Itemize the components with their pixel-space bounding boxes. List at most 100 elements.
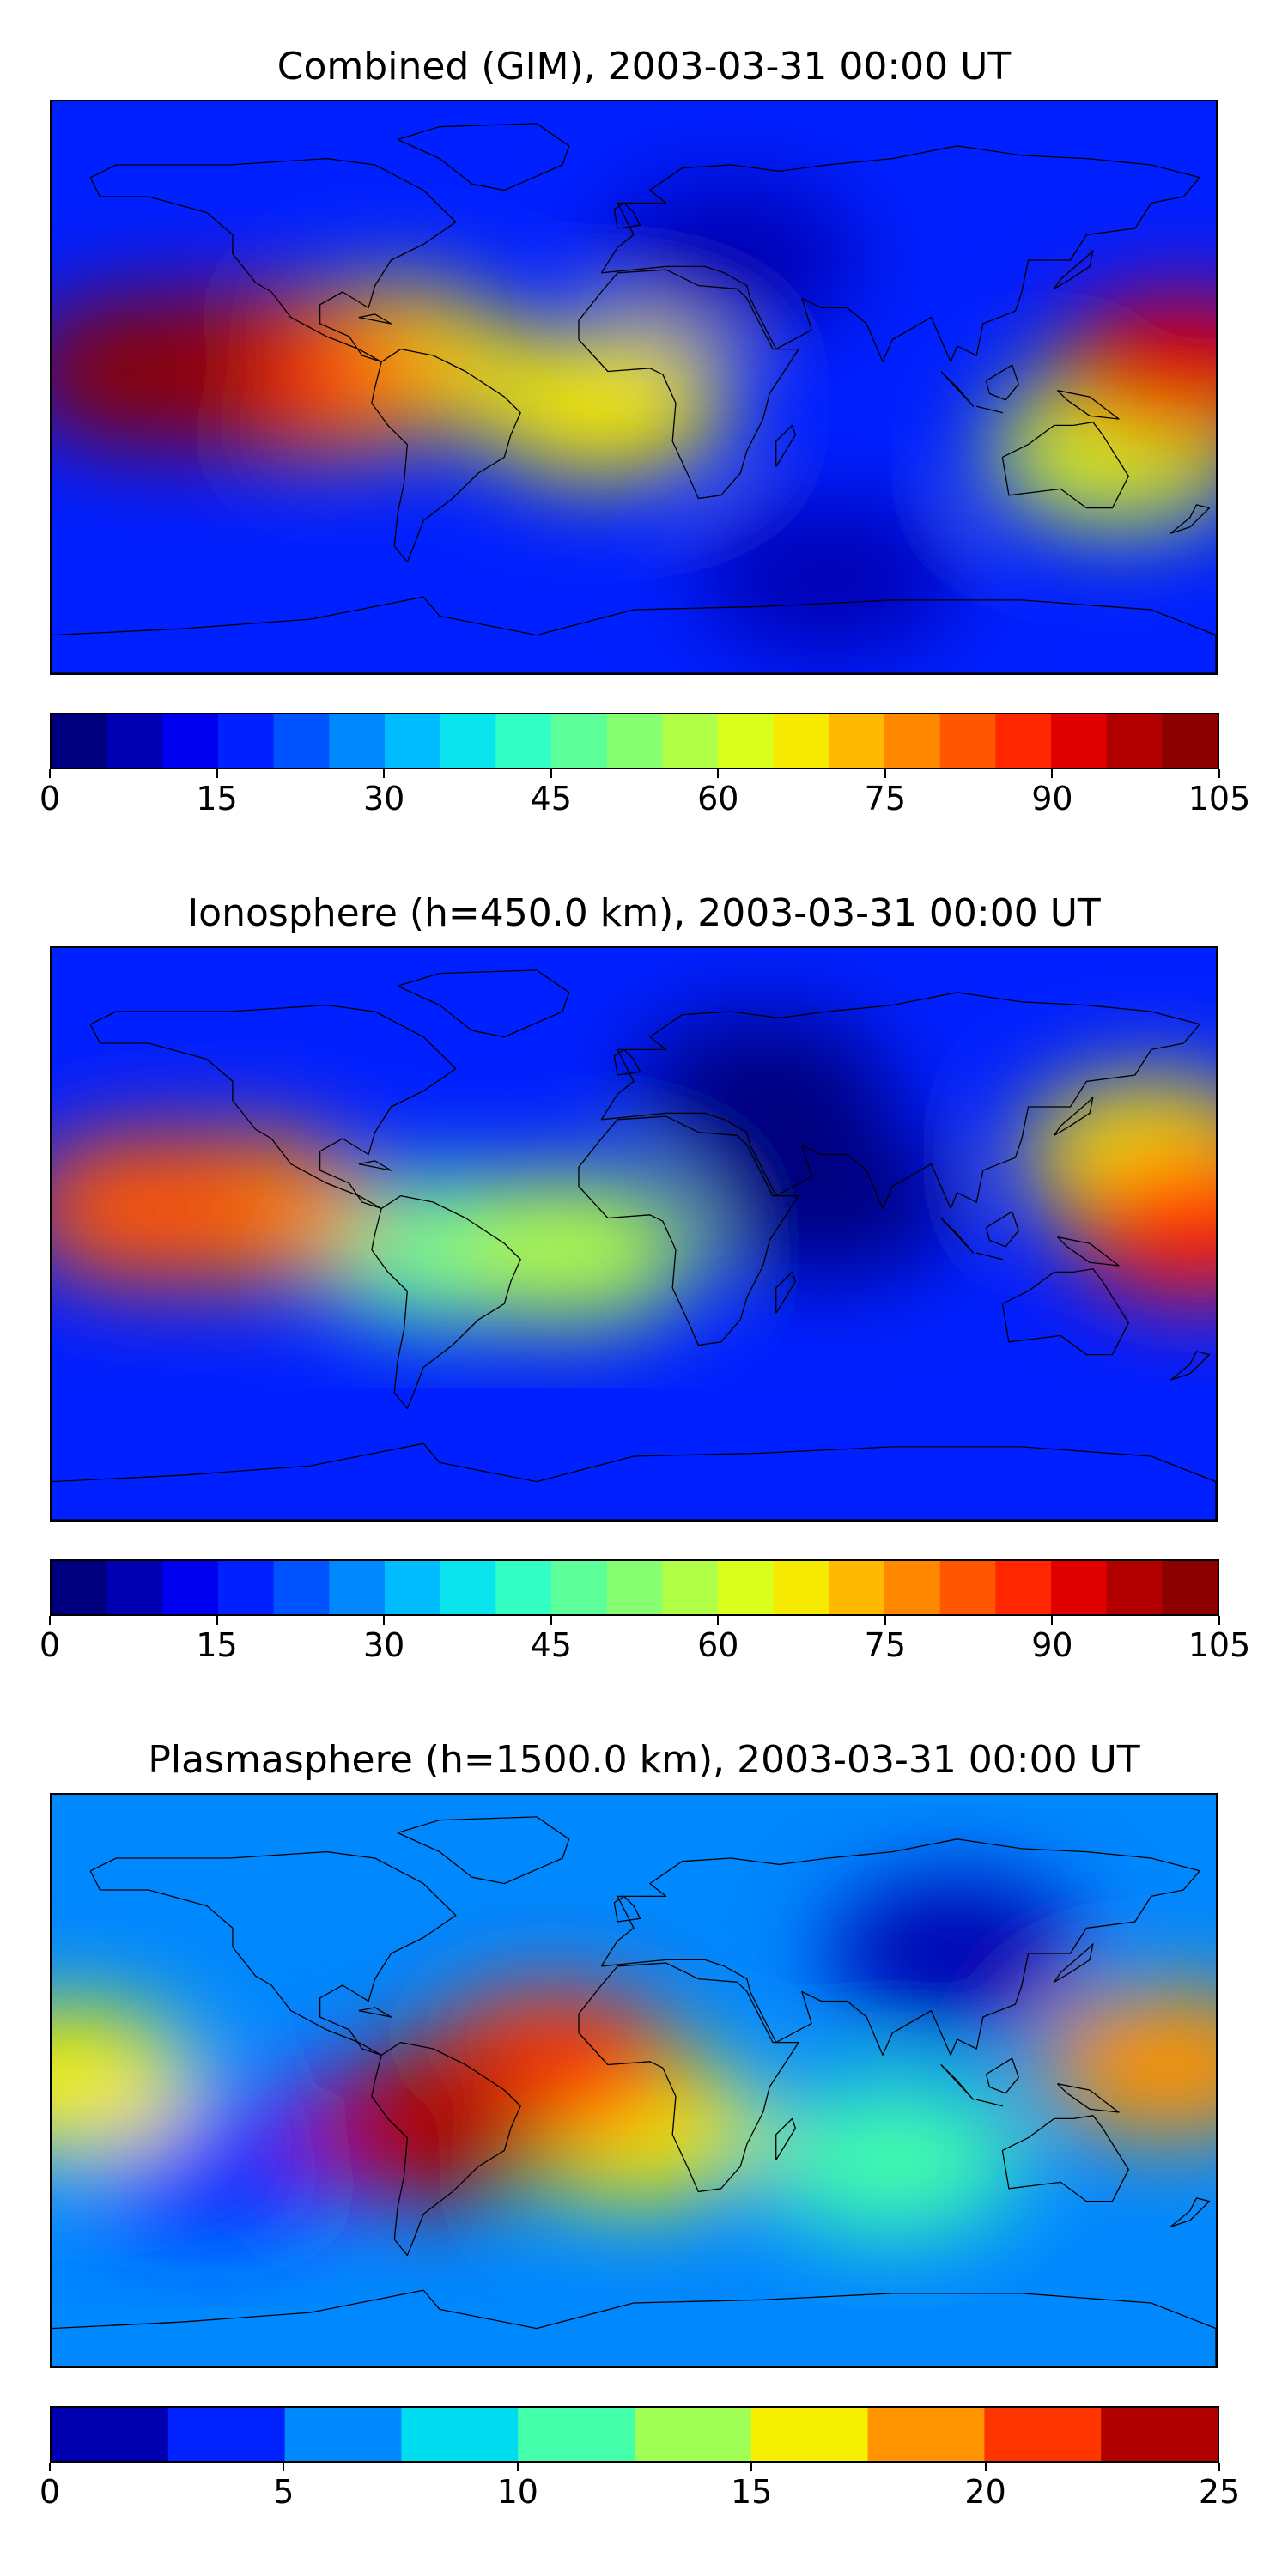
- tec-field: [52, 1877, 1216, 2237]
- coastline: [579, 1963, 799, 2191]
- colorbar-band: [440, 714, 499, 768]
- tec-field: [52, 184, 1216, 654]
- colorbar-tick-label: 0: [39, 2473, 61, 2511]
- colorbar-plasmasphere: [50, 2406, 1219, 2463]
- coastline: [614, 1896, 640, 1922]
- coastline: [1054, 251, 1093, 289]
- colorbar-tick: [717, 1616, 720, 1625]
- colorbar-tick-label: 0: [39, 780, 61, 817]
- colorbar-band: [106, 1561, 166, 1614]
- colorbar-band: [518, 2408, 637, 2461]
- coastline: [1002, 2116, 1128, 2202]
- colorbar-tick: [49, 769, 51, 778]
- contour-map: [52, 101, 1216, 673]
- colorbar-band: [52, 714, 110, 768]
- coastline: [1057, 2084, 1119, 2112]
- colorbar-band: [829, 714, 887, 768]
- coastline: [359, 2008, 392, 2017]
- colorbar-band: [167, 2408, 288, 2461]
- colorbar-tick-label: 45: [530, 780, 572, 817]
- coastline: [941, 1218, 974, 1254]
- colorbar-band: [495, 1561, 554, 1614]
- coastline: [1054, 1097, 1093, 1135]
- colorbar-bands: [52, 2408, 1218, 2461]
- colorbar-band: [995, 714, 1054, 768]
- coastline: [987, 2058, 1019, 2093]
- colorbar-tick-label: 20: [964, 2473, 1006, 2511]
- colorbar-band: [162, 714, 221, 768]
- colorbar-band: [218, 714, 276, 768]
- coastline: [601, 146, 1200, 362]
- colorbar-band: [773, 714, 832, 768]
- colorbar-band: [984, 2408, 1103, 2461]
- colorbar-band: [635, 2408, 754, 2461]
- colorbar-tick: [1051, 1616, 1054, 1625]
- colorbar-band: [162, 1561, 221, 1614]
- coastline: [941, 2065, 974, 2100]
- colorbar-tick: [1218, 1616, 1220, 1625]
- colorbar-band: [939, 1561, 999, 1614]
- colorbar-tick: [550, 1616, 552, 1625]
- colorbar-tick: [49, 1616, 51, 1625]
- tec-feature: [828, 1877, 1087, 2030]
- coastline: [1054, 1944, 1093, 1982]
- colorbar-tick: [283, 2463, 285, 2471]
- colorbar-band: [884, 714, 943, 768]
- coastline: [1170, 505, 1209, 533]
- coastline: [614, 1049, 640, 1075]
- colorbar-tick-label: 105: [1188, 1626, 1251, 1664]
- colorbar-tick: [216, 769, 218, 778]
- colorbar-tick-label: 25: [1198, 2473, 1241, 2511]
- colorbar-band: [1106, 1561, 1165, 1614]
- coastline: [776, 425, 796, 466]
- coastline: [1170, 2198, 1209, 2227]
- colorbar-band: [939, 714, 999, 768]
- tec-feature: [52, 2004, 197, 2157]
- colorbar-band: [401, 2408, 520, 2461]
- coastline: [372, 1196, 520, 1409]
- colorbar-band: [884, 1561, 943, 1614]
- colorbar-band: [440, 1561, 499, 1614]
- colorbar-band: [1106, 714, 1165, 768]
- colorbar-ticks-combined: 0 15 30 45 60 75 90 105: [39, 769, 1250, 821]
- colorbar-tick: [984, 2463, 987, 2471]
- colorbar-tick-label: 90: [1031, 780, 1073, 817]
- colorbar-ticks-ionosphere: 0 15 30 45 60 75 90 105: [39, 1616, 1250, 1668]
- colorbar-tick-label: 30: [362, 780, 405, 817]
- colorbar-tick: [516, 2463, 519, 2471]
- colorbar-band: [106, 714, 166, 768]
- colorbar-tick: [383, 1616, 386, 1625]
- tec-feature: [440, 1173, 699, 1327]
- colorbar-band: [1051, 1561, 1109, 1614]
- colorbar-tick: [383, 769, 386, 778]
- colorbar-band: [718, 714, 776, 768]
- coastline: [776, 2118, 796, 2160]
- tec-feature: [52, 1132, 278, 1285]
- colorbar-band: [284, 2408, 404, 2461]
- colorbar-band: [829, 1561, 887, 1614]
- colorbar-band: [750, 2408, 871, 2461]
- coastline: [359, 314, 392, 324]
- colorbar-tick-label: 30: [362, 1626, 405, 1664]
- colorbar-tick: [216, 1616, 218, 1625]
- tec-map-plasmasphere: [50, 1793, 1218, 2368]
- colorbar-band: [218, 1561, 276, 1614]
- colorbar-tick: [1218, 2463, 1220, 2471]
- tec-feature: [294, 2051, 553, 2205]
- colorbar-band: [867, 2408, 987, 2461]
- colorbar-band: [273, 1561, 332, 1614]
- colorbar-tick-label: 60: [697, 780, 739, 817]
- tec-feature: [471, 326, 731, 480]
- colorbar-tick-label: 75: [864, 780, 907, 817]
- colorbar-band: [495, 714, 554, 768]
- coastline: [1170, 1352, 1209, 1380]
- map-title-plasmasphere: Plasmasphere (h=1500.0 km), 2003-03-31 0…: [148, 1738, 1140, 1782]
- colorbar-band: [385, 714, 443, 768]
- tec-field: [52, 1014, 1216, 1327]
- coastline: [976, 1253, 1002, 1259]
- colorbar-tick: [1218, 769, 1220, 778]
- colorbar-band: [52, 1561, 110, 1614]
- coastline: [372, 349, 520, 562]
- colorbar-band: [273, 714, 332, 768]
- tec-feature: [1037, 1988, 1216, 2142]
